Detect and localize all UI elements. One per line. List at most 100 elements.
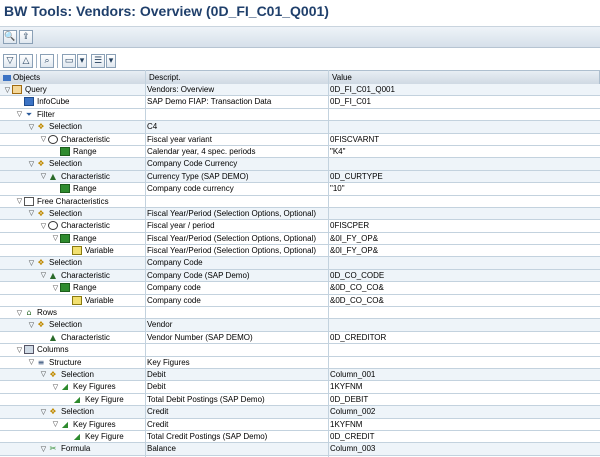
node-label[interactable]: Columns bbox=[37, 345, 69, 355]
node-label[interactable]: Formula bbox=[61, 444, 91, 454]
expand-toggle-icon[interactable]: ▽ bbox=[16, 110, 23, 119]
expand-toggle-icon[interactable]: ▽ bbox=[28, 159, 35, 168]
tree-row[interactable]: ▽ ◢ Key Figures Debit 1KYFNM bbox=[0, 381, 600, 394]
tree-row[interactable]: ▽ ❖ Selection C4 bbox=[0, 121, 600, 134]
node-label[interactable]: Key Figure bbox=[85, 394, 124, 404]
expand-toggle-icon[interactable]: ▽ bbox=[52, 420, 59, 429]
expand-toggle-icon[interactable]: ▽ bbox=[40, 135, 47, 144]
tree-row[interactable]: ◢ Key Figure Total Debit Postings (SAP Dem… bbox=[0, 393, 600, 407]
layout-icon[interactable]: ☰ bbox=[91, 54, 105, 68]
tree-row[interactable]: ◢ Key Figure Total Credit Postings (SAP De… bbox=[0, 430, 600, 444]
node-label[interactable]: Query bbox=[25, 85, 47, 94]
node-label[interactable]: Range bbox=[73, 283, 97, 293]
node-label[interactable]: Key Figure bbox=[85, 431, 124, 441]
tree-row[interactable]: Variable Fiscal Year/Period (Selection Op… bbox=[0, 245, 600, 258]
tree-row[interactable]: ▽ Query Vendors: Overview 0D_FI_C01_Q001 bbox=[0, 84, 600, 97]
node-label[interactable]: Range bbox=[73, 184, 97, 194]
expand-toggle-icon[interactable]: ▽ bbox=[16, 308, 23, 317]
expand-toggle-icon[interactable]: ▽ bbox=[40, 271, 47, 280]
tree-row[interactable]: ▽ ⏷ Filter bbox=[0, 108, 600, 122]
tree-row[interactable]: ▽ ◢ Key Figures Credit 1KYFNM bbox=[0, 418, 600, 431]
node-label[interactable]: Characteristic bbox=[61, 332, 110, 342]
tree-row[interactable]: ▽ ❖ Selection Credit Column_002 bbox=[0, 406, 600, 419]
tree-row[interactable]: ▽ Characteristic Fiscal year / period 0FISC… bbox=[0, 220, 600, 233]
tree-row[interactable]: ▲ Characteristic Vendor Number (SAP DEMO) 0… bbox=[0, 331, 600, 345]
expand-toggle-icon[interactable]: ▽ bbox=[28, 358, 35, 367]
print-icon[interactable]: ▭ bbox=[62, 54, 76, 68]
expand-toggle-icon[interactable]: ▽ bbox=[28, 320, 35, 329]
node-label[interactable]: Structure bbox=[49, 357, 82, 367]
tree-row[interactable]: ▽ ❖ Selection Vendor bbox=[0, 319, 600, 332]
node-label[interactable]: Characteristic bbox=[61, 270, 110, 280]
expand-toggle-icon[interactable]: ▽ bbox=[28, 258, 35, 267]
tree-row[interactable]: Range Company code currency "10" bbox=[0, 183, 600, 196]
expand-toggle-icon[interactable]: ▽ bbox=[52, 382, 59, 391]
layout-options-icon[interactable]: ▾ bbox=[106, 54, 116, 68]
tree-row[interactable]: ▽ ❖ Selection Fiscal Year/Period (Selection… bbox=[0, 207, 600, 221]
column-header-value[interactable]: Value bbox=[329, 71, 600, 84]
node-label[interactable]: Variable bbox=[85, 246, 114, 256]
expand-toggle-icon[interactable]: ▽ bbox=[52, 234, 59, 243]
expand-toggle-icon[interactable]: ▽ bbox=[16, 197, 23, 206]
node-label[interactable]: Variable bbox=[85, 295, 114, 305]
tree-row[interactable]: Range Calendar year, 4 spec. periods "K4" bbox=[0, 145, 600, 159]
node-label[interactable]: Filter bbox=[37, 109, 55, 119]
node-label[interactable]: Selection bbox=[49, 258, 82, 268]
node-label[interactable]: Characteristic bbox=[61, 221, 110, 231]
tree-row[interactable]: InfoCube SAP Demo FIAP: Transaction Data 0… bbox=[0, 96, 600, 109]
export-icon[interactable]: ⇪ bbox=[19, 30, 33, 44]
tree-row[interactable]: ▽ Range Fiscal Year/Period (Selection Opti… bbox=[0, 232, 600, 246]
node-label[interactable]: InfoCube bbox=[37, 97, 70, 107]
selection-icon: ❖ bbox=[37, 122, 45, 132]
column-header-objects[interactable]: Objects bbox=[0, 71, 146, 84]
node-label[interactable]: Rows bbox=[37, 308, 58, 318]
tree-row[interactable]: ▽ Characteristic Fiscal year variant 0FISCV… bbox=[0, 133, 600, 146]
find-icon[interactable]: 🔍 bbox=[3, 30, 17, 44]
node-label[interactable]: Range bbox=[73, 146, 97, 156]
collapse-all-icon[interactable]: △ bbox=[19, 54, 33, 68]
expand-toggle-icon[interactable]: ▽ bbox=[52, 283, 59, 292]
node-label[interactable]: Selection bbox=[49, 122, 82, 132]
node-label[interactable]: Range bbox=[73, 233, 97, 243]
expand-all-icon[interactable]: ▽ bbox=[3, 54, 17, 68]
tree-node: ◢ Key Figure bbox=[63, 431, 124, 442]
expand-toggle-icon[interactable]: ▽ bbox=[40, 444, 47, 453]
tree-row[interactable]: ▽ Range Company code &0D_CO_CO& bbox=[0, 282, 600, 295]
node-label[interactable]: Key Figures bbox=[73, 382, 116, 392]
expand-toggle-icon[interactable]: ▽ bbox=[40, 370, 47, 379]
characteristic-icon: ▲ bbox=[49, 270, 57, 280]
tree-row[interactable]: ▽ ✂ Formula Balance Column_003 bbox=[0, 443, 600, 456]
expand-toggle-icon[interactable]: ▽ bbox=[28, 209, 35, 218]
tree-node: ▽ ❖ Selection bbox=[39, 369, 94, 380]
tree-row[interactable]: ▽ ▲ Characteristic Company Code (SAP Demo) 0… bbox=[0, 269, 600, 283]
binoculars-icon[interactable]: ⌕ bbox=[40, 54, 54, 68]
tree-row[interactable]: ▽ ❖ Selection Company Code bbox=[0, 257, 600, 270]
node-label[interactable]: Selection bbox=[61, 369, 94, 379]
tree-row[interactable]: ▽ ❖ Selection Company Code Currency bbox=[0, 158, 600, 171]
node-label[interactable]: Key Figures bbox=[73, 419, 116, 429]
column-header-descript[interactable]: Descript. bbox=[146, 71, 329, 84]
expand-toggle-icon[interactable]: ▽ bbox=[16, 345, 23, 354]
expand-toggle-icon[interactable]: ▽ bbox=[4, 85, 11, 94]
node-label[interactable]: Characteristic bbox=[61, 134, 110, 144]
tree-row[interactable]: ▽ ▲ Characteristic Currency Type (SAP DEMO)… bbox=[0, 170, 600, 184]
expand-toggle-icon[interactable]: ▽ bbox=[40, 172, 47, 181]
tree-node: Variable bbox=[63, 295, 114, 306]
node-label[interactable]: Selection bbox=[49, 320, 82, 330]
tree-row[interactable]: ▽ Free Characteristics bbox=[0, 195, 600, 208]
expand-toggle-icon[interactable]: ▽ bbox=[40, 407, 47, 416]
tree-row[interactable]: ▽ Columns bbox=[0, 344, 600, 357]
node-label[interactable]: Selection bbox=[49, 159, 82, 169]
tree-row[interactable]: ▽ ≡ Structure Key Figures bbox=[0, 356, 600, 369]
expand-toggle-icon[interactable]: ▽ bbox=[28, 122, 35, 131]
tree-row[interactable]: ▽ ⌂ Rows bbox=[0, 307, 600, 320]
expand-toggle-icon[interactable]: ▽ bbox=[40, 221, 47, 230]
print-options-icon[interactable]: ▾ bbox=[77, 54, 87, 68]
node-label[interactable]: Free Characteristics bbox=[37, 196, 109, 206]
tree-row[interactable]: Variable Company code &0D_CO_CO& bbox=[0, 294, 600, 308]
node-label[interactable]: Characteristic bbox=[61, 171, 110, 181]
tree-row[interactable]: ▽ ❖ Selection Debit Column_001 bbox=[0, 368, 600, 382]
node-label[interactable]: Selection bbox=[49, 208, 82, 218]
node-label[interactable]: Selection bbox=[61, 407, 94, 417]
key-figures-icon: ◢ bbox=[61, 382, 69, 392]
